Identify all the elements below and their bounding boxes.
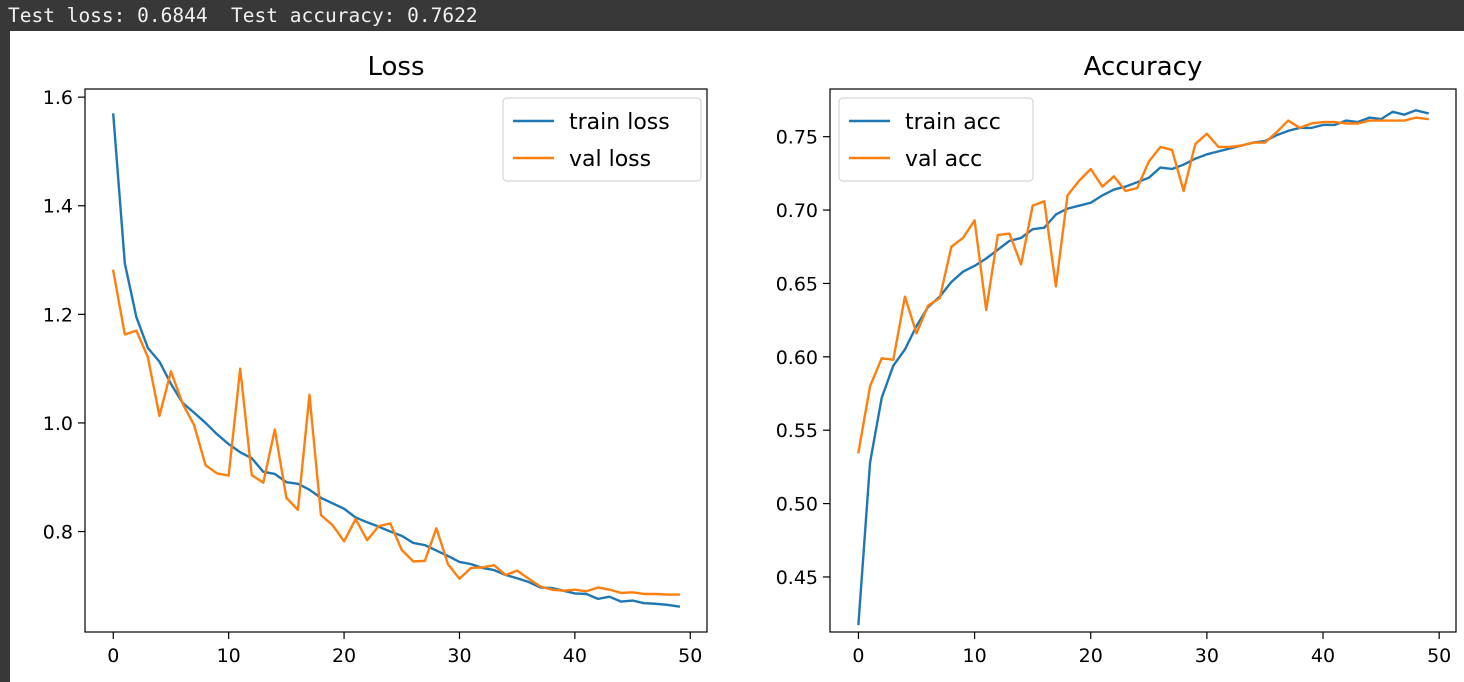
accuracy-y-tick-label: 0.75 [776, 127, 818, 149]
accuracy-x-tick-label: 50 [1427, 645, 1451, 667]
accuracy-x-tick-label: 40 [1311, 645, 1335, 667]
console-output-text: Test loss: 0.6844 Test accuracy: 0.7622 [8, 4, 478, 27]
loss-x-tick-label: 0 [107, 645, 119, 667]
accuracy-series-line-2 [857, 116, 1429, 454]
loss-y-tick-label: 0.8 [43, 522, 73, 544]
loss-series-line-1 [111, 113, 681, 608]
loss-legend-label-2: val loss [569, 147, 651, 172]
loss-legend-label-1: train loss [569, 110, 670, 135]
notebook-output-area: Loss 0 10 20 30 40 50 0.8 1.0 1.2 1.4 1.6 train loss… [10, 31, 1464, 682]
accuracy-x-tick-label: 0 [852, 645, 864, 667]
accuracy-x-tick-label: 30 [1195, 645, 1219, 667]
accuracy-legend-label-1: train acc [905, 110, 1001, 135]
accuracy-y-tick-label: 0.55 [776, 420, 818, 442]
loss-x-tick-label: 40 [563, 645, 587, 667]
accuracy-y-tick-label: 0.60 [776, 347, 818, 369]
accuracy-y-tick-label: 0.50 [776, 494, 818, 516]
accuracy-y-tick-label: 0.65 [776, 273, 818, 295]
accuracy-y-tick-label: 0.70 [776, 200, 818, 222]
accuracy-plot-frame [829, 88, 1457, 633]
loss-x-tick-label: 30 [447, 645, 471, 667]
loss-plot-frame [84, 88, 708, 633]
accuracy-series-line-1 [857, 109, 1430, 626]
accuracy-legend: train acc val acc [838, 97, 1034, 182]
accuracy-chart-panel: Accuracy 0 10 20 30 40 50 0.45 0.50 0.55 0.60 0.65 0… [776, 52, 1457, 667]
loss-y-tick-label: 1.4 [43, 196, 73, 218]
accuracy-legend-label-2: val acc [905, 147, 982, 172]
loss-x-tick-label: 50 [678, 645, 702, 667]
accuracy-chart-title: Accuracy [1084, 52, 1203, 82]
loss-y-tick-label: 1.0 [43, 413, 73, 435]
loss-x-tick-label: 10 [217, 645, 241, 667]
accuracy-legend-box [838, 97, 1034, 182]
accuracy-y-tick-label: 0.45 [776, 567, 818, 589]
loss-legend-box [502, 97, 702, 182]
loss-series-line-2 [111, 269, 680, 596]
loss-chart-title: Loss [367, 52, 424, 82]
loss-chart-panel: Loss 0 10 20 30 40 50 0.8 1.0 1.2 1.4 1.6 train loss… [43, 52, 708, 667]
accuracy-x-tick-label: 10 [963, 645, 987, 667]
accuracy-x-tick-label: 20 [1079, 645, 1103, 667]
training-curves-figure: Loss 0 10 20 30 40 50 0.8 1.0 1.2 1.4 1.6 train loss… [43, 52, 1457, 667]
loss-legend: train loss val loss [502, 97, 702, 182]
loss-x-tick-label: 20 [332, 645, 356, 667]
loss-y-tick-label: 1.2 [43, 304, 73, 326]
loss-y-tick-label: 1.6 [43, 87, 73, 109]
